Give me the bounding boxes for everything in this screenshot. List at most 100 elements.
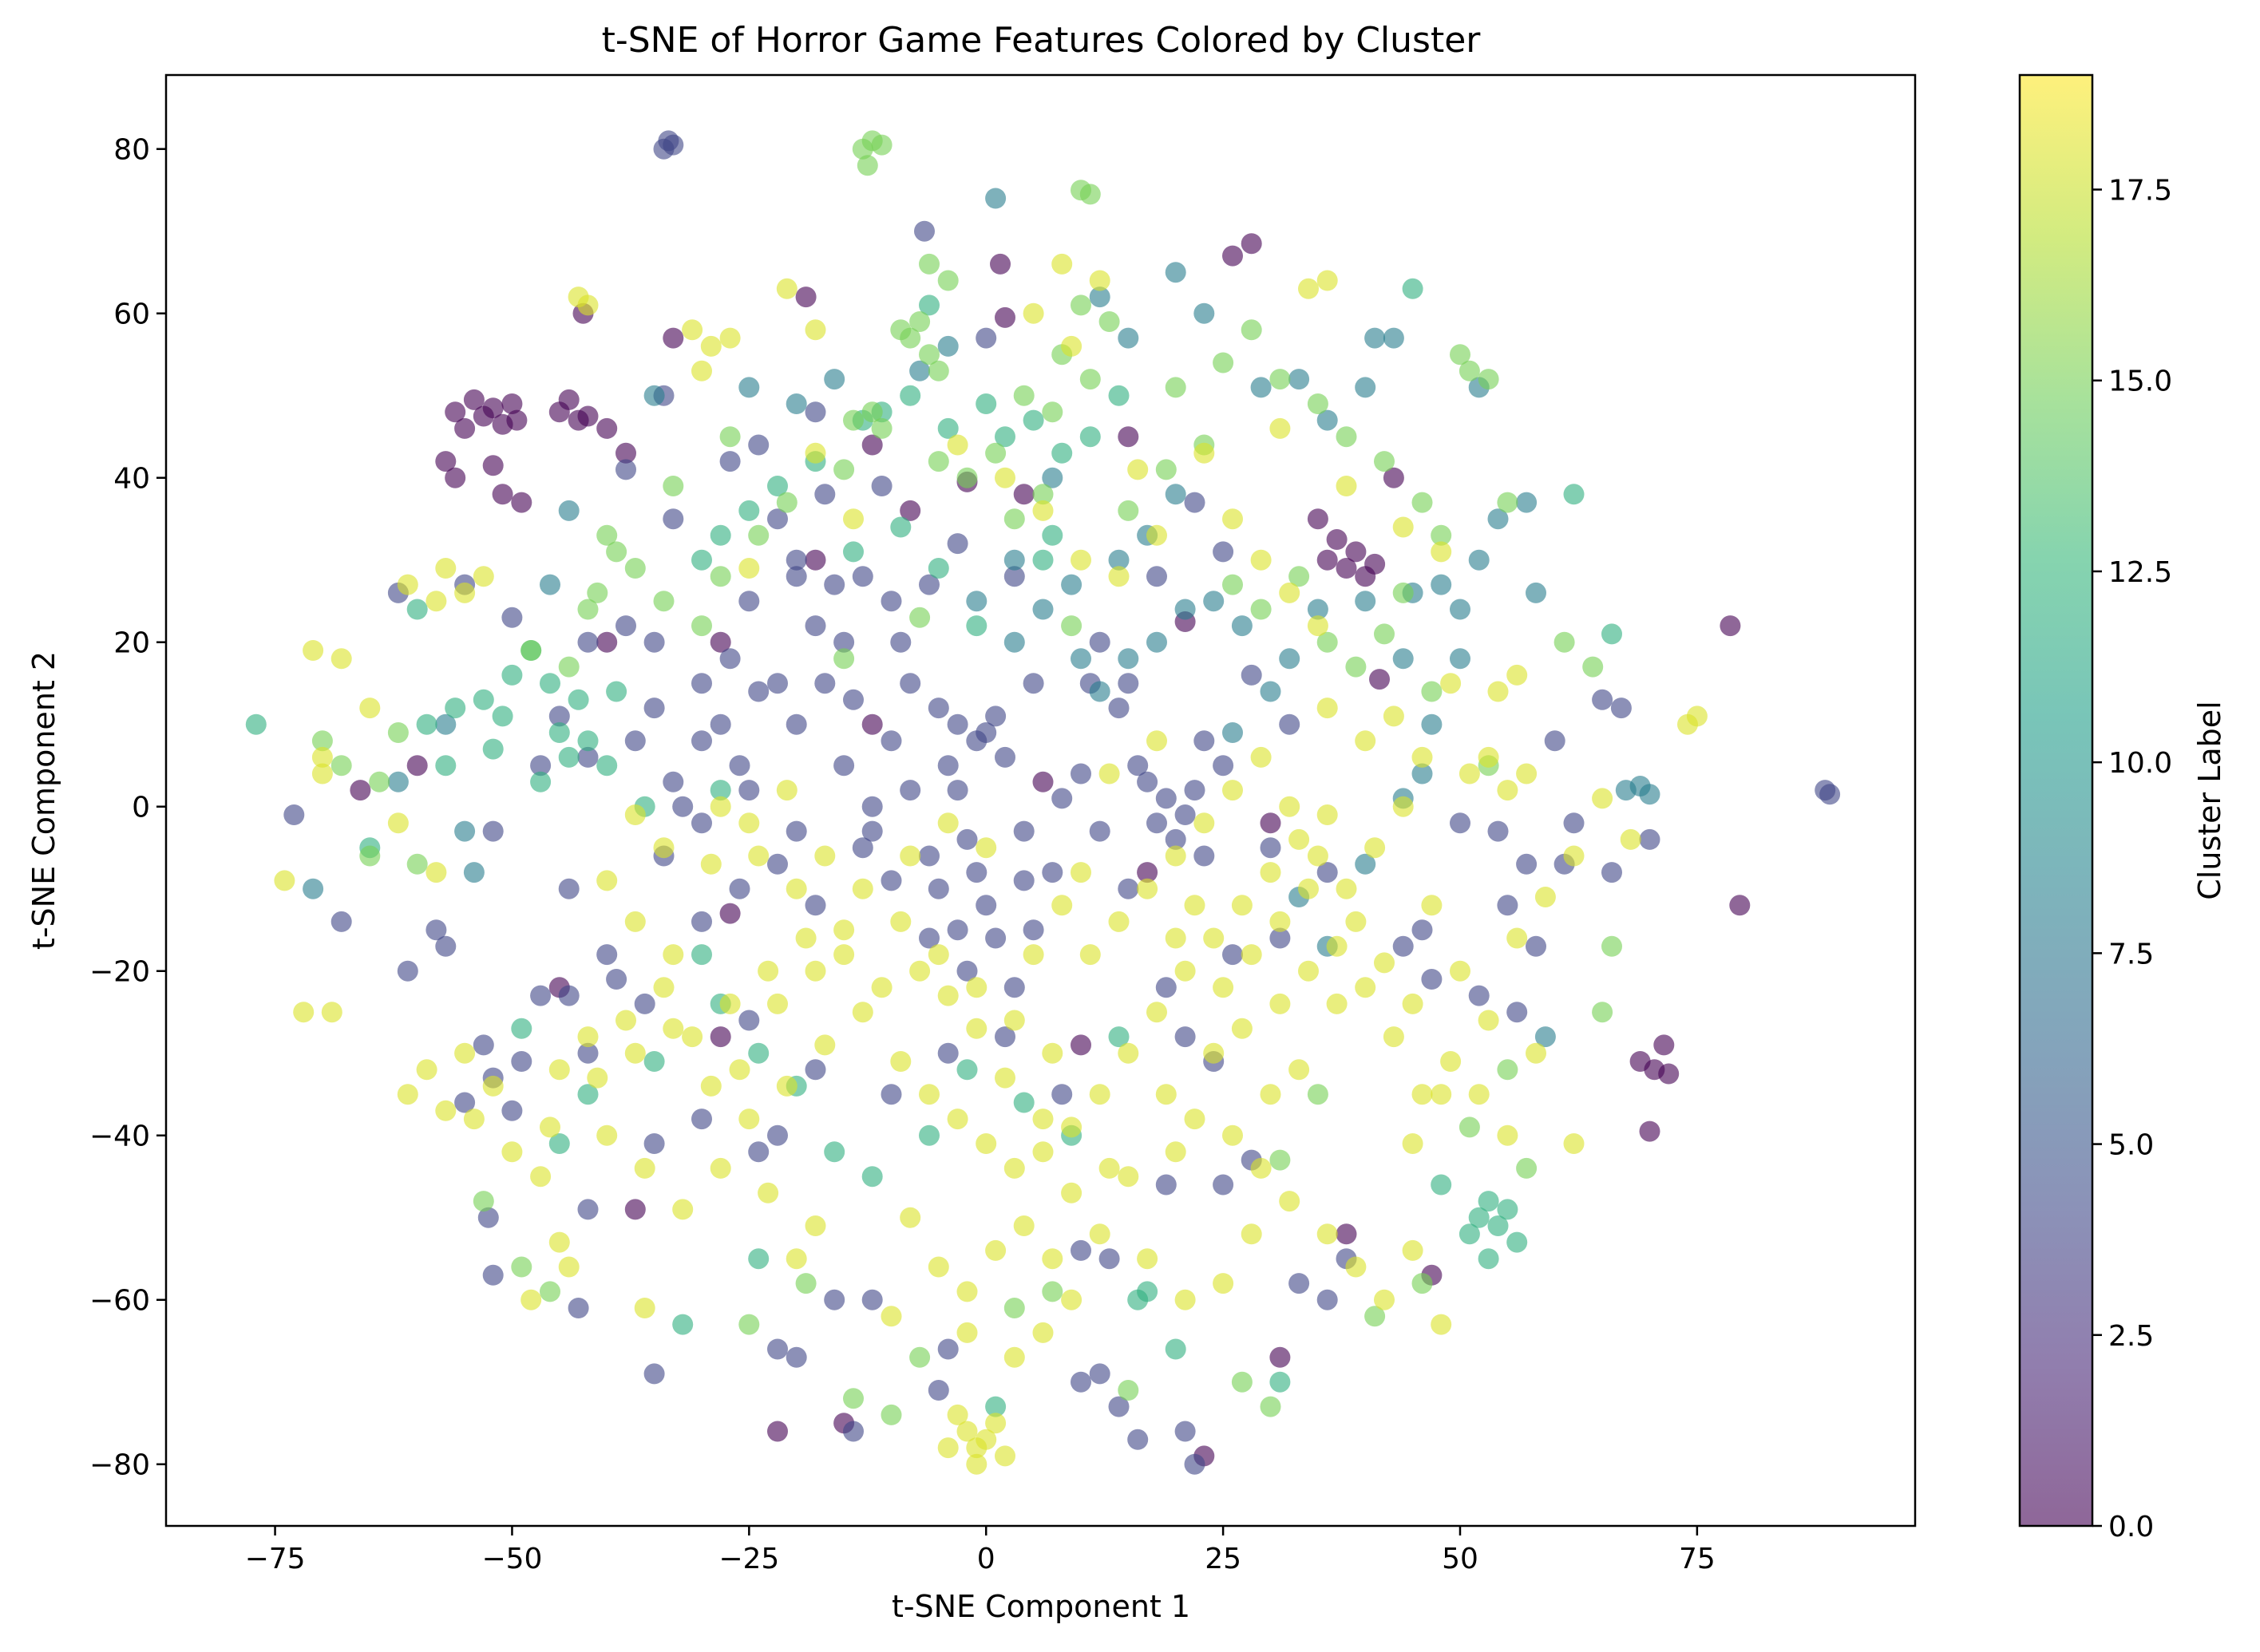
scatter-point [890,516,912,538]
scatter-point [1345,1256,1367,1278]
scatter-point [663,944,684,966]
scatter-point [814,1034,836,1056]
scatter-point [624,1199,646,1220]
scatter-point [321,1002,342,1023]
scatter-point [1118,648,1139,670]
scatter-point [824,574,845,595]
chart-title: t-SNE of Horror Game Features Colored by… [602,20,1482,61]
scatter-point [966,1018,988,1039]
scatter-point [1032,500,1054,521]
scatter-point [387,722,409,743]
scatter-point [966,862,988,883]
scatter-point [1089,681,1110,702]
scatter-point [615,1010,636,1031]
scatter-point [387,771,409,792]
scatter-point [805,960,826,982]
scatter-point [624,911,646,932]
scatter-point [1155,977,1177,998]
scatter-point [1355,853,1376,875]
scatter-point [1250,377,1272,398]
scatter-point [634,1157,655,1179]
scatter-point [1316,1289,1338,1310]
scatter-point [1497,492,1518,513]
scatter-point [1563,484,1585,505]
scatter-point [814,845,836,867]
scatter-point [558,656,580,678]
scatter-point [406,599,428,620]
scatter-point [1326,993,1348,1014]
scatter-point [1137,771,1158,792]
scatter-point [700,853,722,875]
scatter-point [606,541,627,563]
scatter-point [577,746,599,768]
scatter-point [1431,1314,1452,1335]
y-tick-label: 20 [113,627,150,660]
scatter-point [1032,1322,1054,1343]
scatter-point [1051,895,1073,916]
scatter-point [663,1018,684,1039]
scatter-point [1563,812,1585,834]
scatter-point [881,1084,902,1105]
scatter-point [311,730,333,752]
scatter-point [1534,887,1556,907]
y-tick-label: 40 [113,463,150,496]
scatter-point [369,771,390,792]
scatter-point [795,287,817,308]
scatter-point [540,1116,560,1138]
scatter-point [1042,524,1063,546]
scatter-point [1203,927,1225,949]
scatter-point [1269,369,1291,390]
scatter-point [871,417,893,439]
scatter-point [663,771,684,792]
scatter-point [596,417,618,439]
scatter-point [1497,1059,1518,1081]
scatter-point [833,459,855,480]
scatter-point [852,837,873,859]
scatter-point [976,722,997,743]
scatter-point [1118,500,1139,521]
scatter-point [937,755,959,777]
scatter-point [330,911,352,932]
scatter-point [1316,804,1338,825]
scatter-point [1042,1042,1063,1064]
scatter-point [776,278,798,299]
scatter-point [691,673,712,694]
scatter-point [805,442,826,464]
scatter-point [1345,911,1367,932]
scatter-point [482,455,504,476]
scatter-point [1032,484,1054,505]
scatter-point [1118,673,1139,694]
scatter-point [1241,319,1262,341]
scatter-point [1639,784,1660,805]
scatter-point [1355,977,1376,998]
scatter-point [1003,631,1025,653]
scatter-point [1013,385,1035,406]
scatter-point [1336,878,1357,899]
scatter-point [1506,1002,1528,1023]
y-tick-label: −20 [89,956,150,989]
scatter-point [805,1059,826,1081]
scatter-point [1137,878,1158,899]
scatter-point [1487,820,1509,842]
scatter-point [861,796,883,817]
scatter-point [976,393,997,414]
scatter-point [1450,812,1470,834]
scatter-point [435,1100,457,1121]
scatter-point [473,566,494,587]
scatter-point [776,1075,798,1097]
scatter-point [1269,993,1291,1014]
scatter-point [1307,1084,1328,1105]
scatter-point [833,648,855,670]
scatter-point [1307,393,1328,414]
scatter-point [1003,1010,1025,1031]
scatter-point [1269,927,1291,949]
scatter-point [1601,935,1622,957]
scatter-point [1298,960,1319,982]
scatter-point [577,1026,599,1048]
scatter-point [900,780,921,801]
scatter-point [900,1207,921,1228]
scatter-point [1307,845,1328,867]
scatter-point [890,631,912,653]
scatter-point [928,1256,949,1278]
scatter-point [881,870,902,891]
